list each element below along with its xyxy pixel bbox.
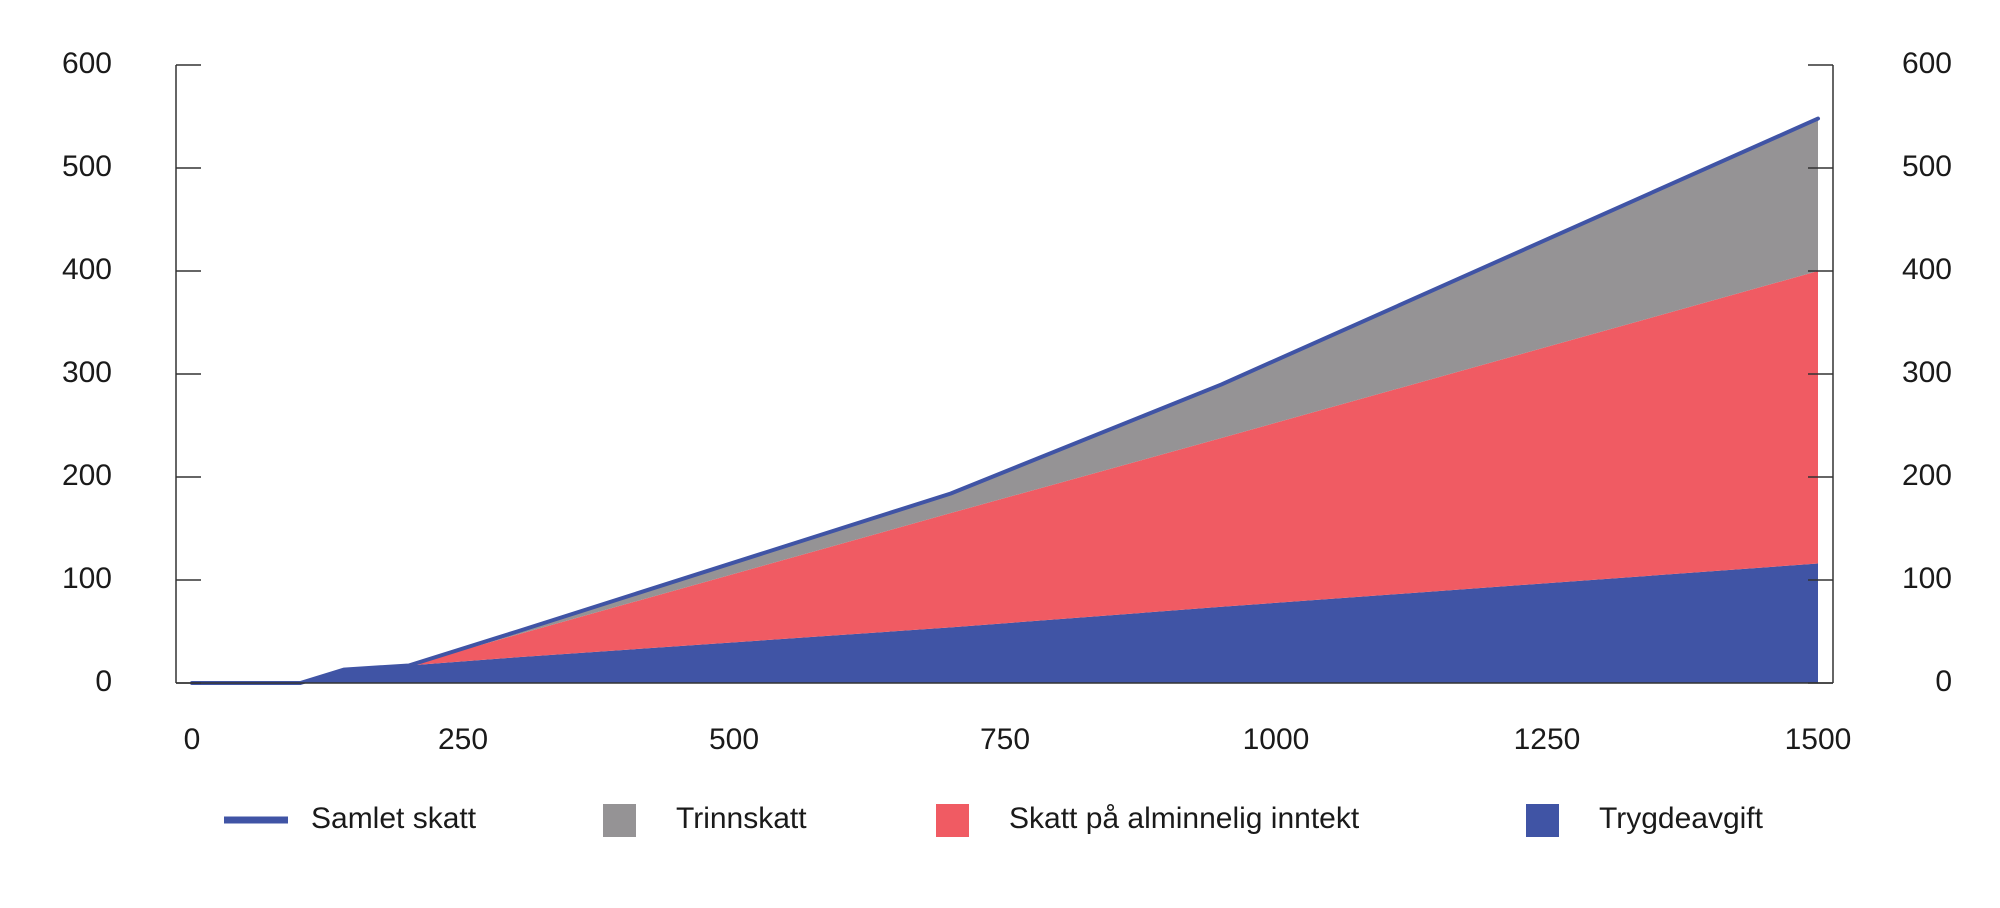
x-tick-label: 1000 — [1243, 723, 1310, 756]
x-tick-label: 1250 — [1514, 723, 1581, 756]
legend-label: Trygdeavgift — [1599, 802, 1764, 835]
y2-tick-label: 600 — [1902, 47, 1952, 80]
legend-swatch — [603, 804, 636, 837]
y-tick-label: 200 — [62, 459, 112, 492]
y2-tick-label: 400 — [1902, 253, 1952, 286]
y2-tick-label: 200 — [1902, 459, 1952, 492]
x-tick-label: 0 — [184, 723, 201, 756]
y-tick-label: 100 — [62, 562, 112, 595]
legend-label: Samlet skatt — [311, 802, 477, 835]
y2-tick-label: 0 — [1935, 665, 1952, 698]
legend-label: Trinnskatt — [676, 802, 807, 835]
y-tick-label: 400 — [62, 253, 112, 286]
y2-tick-label: 300 — [1902, 356, 1952, 389]
area — [192, 271, 1818, 683]
x-tick-label: 1500 — [1785, 723, 1852, 756]
total-line — [190, 116, 1820, 685]
legend-swatch — [936, 804, 969, 837]
legend-label: Skatt på alminnelig inntekt — [1009, 802, 1360, 835]
y-tick-label: 0 — [95, 665, 112, 698]
x-tick-label: 500 — [709, 723, 759, 756]
y-tick-label: 600 — [62, 47, 112, 80]
y2-tick-label: 100 — [1902, 562, 1952, 595]
y-tick-label: 300 — [62, 356, 112, 389]
y-tick-label: 500 — [62, 150, 112, 183]
y2-tick-label: 500 — [1902, 150, 1952, 183]
legend-swatch — [1526, 804, 1559, 837]
x-tick-label: 750 — [980, 723, 1030, 756]
x-tick-label: 250 — [438, 723, 488, 756]
